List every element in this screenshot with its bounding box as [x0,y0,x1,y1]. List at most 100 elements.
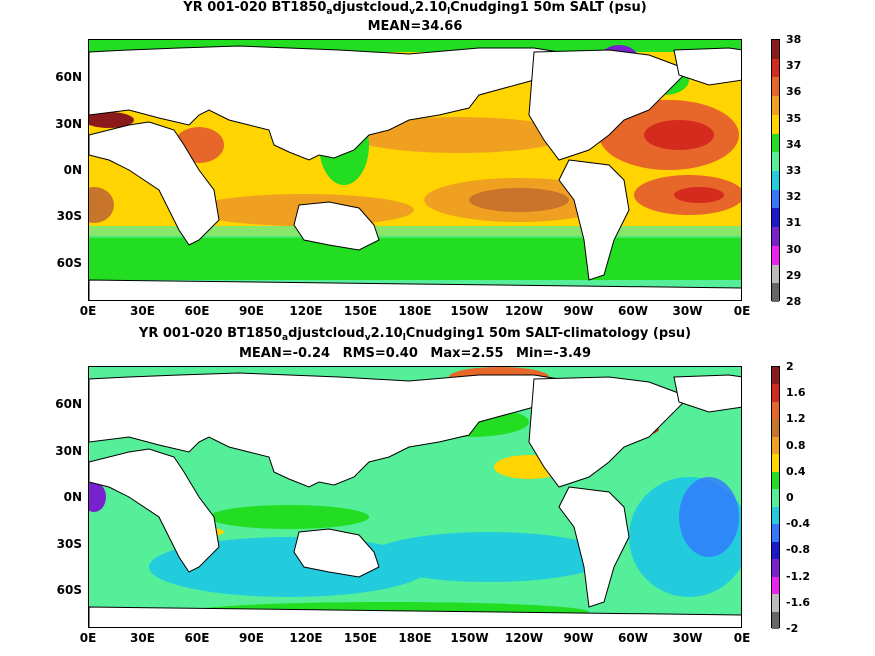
colorbar-label-bottom-4: 0.4 [786,464,806,478]
y-tick-60n-bottom: 60N [55,397,82,411]
x-tick-top-10: 60W [618,304,648,318]
colorbar-swatch-bottom-13 [772,594,779,613]
panel1-title: YR 001-020 BT1850adjustcloudv2.10lCnudgi… [183,0,647,17]
y-tick-0n-bottom: 0N [63,490,82,504]
colorbar-swatch-top-4 [772,114,779,135]
colorbar-swatch-bottom-0 [772,367,779,385]
x-tick-top-9: 90W [563,304,594,318]
colorbar-label-bottom-2: 1.2 [786,412,806,426]
colorbar-swatch-top-3 [772,96,779,116]
x-tick-top-3: 90E [239,304,264,318]
x-tick-bottom-8: 120W [504,631,544,645]
panel2-mean: MEAN=-0.24 [238,346,331,361]
colorbar-label-top-5: 33 [786,164,802,177]
colorbar-swatch-bottom-4 [772,436,779,455]
salinity-map [88,39,742,301]
colorbar-swatch-bottom-14 [772,611,779,630]
colorbar-swatch-top-7 [772,171,779,191]
colorbar-label-top-6: 32 [786,190,802,204]
x-tick-bottom-1: 30E [130,631,155,645]
colorbar-label-top-7: 31 [786,216,802,230]
colorbar-swatch-top-11 [772,245,779,266]
colorbar-label-top-10: 28 [786,295,802,308]
x-tick-bottom-6: 180E [398,631,432,645]
colorbar-label-top-2: 36 [786,85,802,99]
colorbar-label-top-8: 30 [786,242,802,256]
x-tick-bottom-7: 150W [450,631,489,645]
colorbar-swatch-bottom-5 [772,454,779,473]
colorbar-swatch-top-0 [772,40,779,60]
x-tick-top-7: 150W [450,304,489,318]
x-tick-bottom-3: 90E [239,631,264,645]
colorbar-swatch-top-2 [772,77,779,97]
salinity-field [89,40,741,300]
x-tick-top-5: 150E [343,304,378,318]
colorbar-label-top-0: 38 [786,33,802,46]
y-tick-60n: 60N [55,70,82,84]
colorbar-label-bottom-10: -2 [786,622,799,635]
colorbar-label-bottom-5: 0 [786,491,794,504]
colorbar-label-bottom-6: -0.4 [786,517,811,531]
colorbar-label-top-1: 37 [786,59,802,73]
colorbar-label-bottom-0: 2 [786,360,794,373]
colorbar-label-top-9: 29 [786,268,802,282]
colorbar-label-bottom-1: 1.6 [786,386,806,400]
y-tick-0n: 0N [63,163,82,177]
colorbar-label-bottom-3: 0.8 [786,438,806,452]
colorbar-swatch-top-8 [772,189,779,209]
colorbar-swatch-top-9 [772,208,779,228]
y-tick-30s-bottom: 30S [56,537,82,551]
panel2-stats: MEAN=-0.24 RMS=0.40 Max=2.55 Min=-3.49 [0,346,830,362]
y-tick-60s-bottom: 60S [56,583,82,597]
colorbar-swatch-bottom-10 [772,541,779,560]
x-tick-bottom-0: 0E [79,631,97,645]
x-tick-bottom-12: 0E [733,631,751,645]
colorbar-swatch-top-10 [772,227,779,247]
colorbar-label-bottom-9: -1.6 [786,595,811,609]
x-tick-top-4: 120E [289,304,323,318]
x-tick-top-1: 30E [130,304,155,318]
x-tick-top-11: 30W [672,304,703,318]
panel2-title: YR 001-020 BT1850adjustcloudv2.10lCnudgi… [138,326,692,343]
colorbar-swatch-top-6 [772,152,779,172]
anomaly-colorbar [771,366,780,630]
colorbar-swatch-bottom-7 [772,489,779,508]
x-tick-top-8: 120W [504,304,544,318]
y-tick-30s: 30S [56,209,82,223]
panel1-stats: MEAN=34.66 [0,19,830,35]
colorbar-label-bottom-8: -1.2 [786,569,811,583]
panel1-mean: MEAN=34.66 [367,19,463,34]
x-tick-top-6: 180E [398,304,432,318]
y-tick-30n-bottom: 30N [55,444,82,458]
x-tick-bottom-5: 150E [343,631,378,645]
panel2-min: Min=-3.49 [516,346,592,361]
colorbar-label-bottom-7: -0.8 [786,543,811,557]
colorbar-swatch-bottom-9 [772,524,779,543]
panel2-rms: RMS=0.40 [342,346,418,361]
colorbar-label-top-4: 34 [786,137,802,151]
colorbar-swatch-top-1 [772,58,779,78]
colorbar-swatch-bottom-8 [772,506,779,525]
x-tick-top-0: 0E [79,304,97,318]
x-tick-bottom-11: 30W [672,631,703,645]
y-tick-30n: 30N [55,117,82,131]
salinity-colorbar [771,39,780,303]
x-tick-top-12: 0E [733,304,751,318]
salinity-anomaly-map [88,366,742,628]
colorbar-swatch-top-12 [772,264,779,284]
colorbar-swatch-top-13 [772,283,779,303]
y-tick-60s: 60S [56,256,82,270]
colorbar-swatch-bottom-6 [772,471,779,490]
colorbar-label-top-3: 35 [786,111,802,125]
salinity-anomaly-field [89,367,741,627]
colorbar-swatch-bottom-2 [772,401,779,420]
x-tick-bottom-4: 120E [289,631,323,645]
x-tick-top-2: 60E [184,304,210,318]
colorbar-swatch-bottom-12 [772,576,779,595]
colorbar-swatch-bottom-1 [772,384,779,403]
colorbar-swatch-bottom-3 [772,419,779,438]
colorbar-swatch-bottom-11 [772,559,779,578]
x-tick-bottom-9: 90W [563,631,594,645]
colorbar-swatch-top-5 [772,133,779,153]
x-tick-bottom-2: 60E [184,631,210,645]
